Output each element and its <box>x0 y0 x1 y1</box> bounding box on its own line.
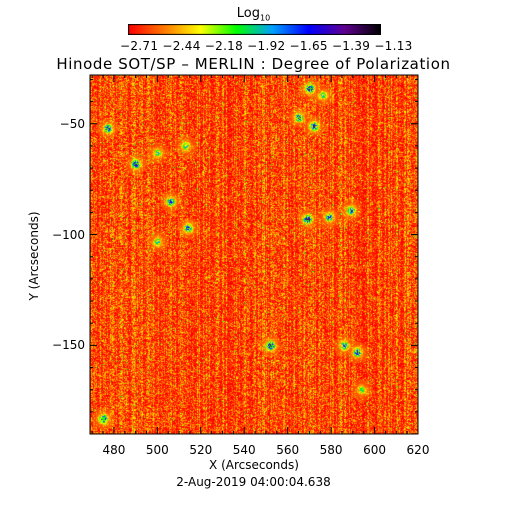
date-stamp: 2-Aug-2019 04:00:04.638 <box>176 475 331 489</box>
x-axis-label: X (Arcseconds) <box>209 458 299 472</box>
x-tick-label: 600 <box>363 443 386 457</box>
chart-title: Hinode SOT/SP – MERLIN : Degree of Polar… <box>56 55 451 73</box>
x-tick-label: 580 <box>319 443 343 457</box>
y-axis-label: Y (Arcseconds) <box>27 211 41 301</box>
colorbar-tick-labels: −2.71 −2.44 −2.18 −1.92 −1.65 −1.39 −1.1… <box>120 39 413 53</box>
polarization-map <box>90 75 418 434</box>
x-tick-label: 560 <box>276 443 300 457</box>
y-tick-label: −50 <box>59 116 85 131</box>
x-tick-label: 480 <box>102 443 126 457</box>
colorbar-title: Log10 <box>236 6 271 23</box>
x-tick-label: 500 <box>145 443 169 457</box>
y-tick-label: −150 <box>52 338 85 353</box>
x-tick-label: 520 <box>189 443 213 457</box>
x-tick-label: 620 <box>406 443 430 457</box>
colorbar <box>128 24 381 35</box>
x-tick-label: 540 <box>232 443 256 457</box>
y-tick-label: −100 <box>52 227 85 242</box>
